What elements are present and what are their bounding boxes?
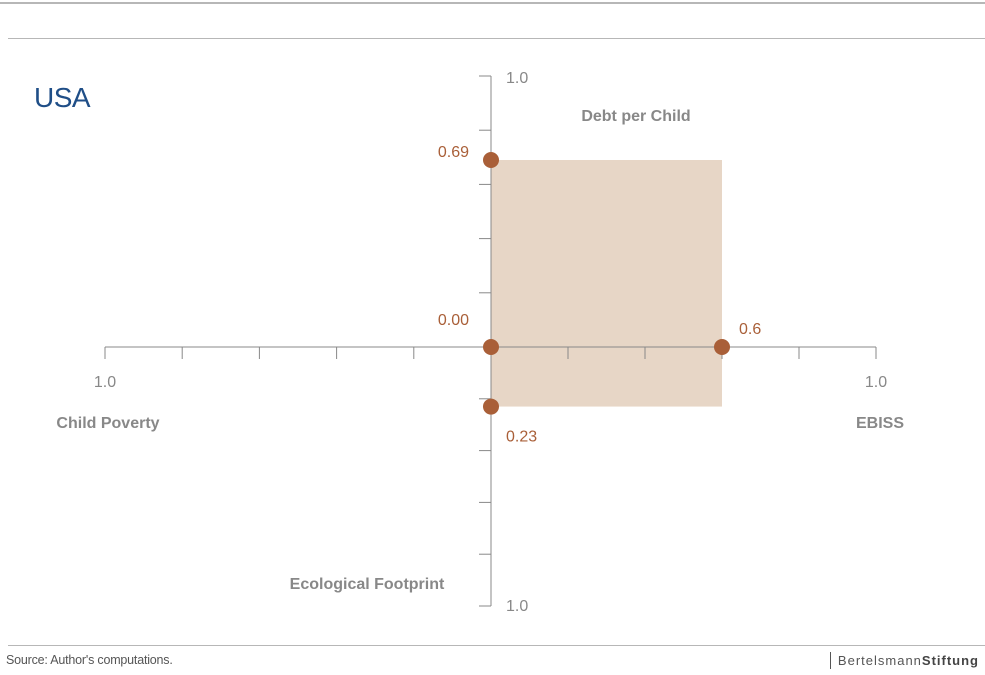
logo-part2: Stiftung — [921, 653, 979, 668]
axis-name-up: Debt per Child — [581, 108, 690, 125]
point-up — [483, 152, 499, 169]
header-rule — [8, 38, 985, 39]
value-label-left: 0.00 — [438, 312, 469, 329]
bertelsmann-logo: BertelsmannStiftung — [829, 652, 979, 669]
source-note: Source: Author's computations. — [6, 653, 173, 667]
logo-part1: Bertelsmann — [837, 653, 922, 668]
axis-name-left: Child Poverty — [56, 415, 159, 432]
axis-name-down: Ecological Footprint — [290, 576, 445, 593]
max-label-up: 1.0 — [506, 70, 528, 87]
max-label-right: 1.0 — [865, 374, 887, 391]
value-label-right: 0.6 — [739, 321, 761, 338]
point-left — [483, 339, 499, 355]
max-label-left: 1.0 — [94, 374, 116, 391]
footer-rule — [8, 645, 985, 646]
top-rule — [0, 2, 985, 4]
point-down — [483, 398, 499, 415]
axis-name-right: EBISS — [856, 415, 904, 432]
value-label-up: 0.69 — [438, 144, 469, 161]
country-title: USA — [34, 82, 91, 113]
value-area — [491, 160, 722, 407]
max-label-down: 1.0 — [506, 598, 528, 615]
point-right — [714, 339, 730, 355]
value-label-down: 0.23 — [506, 429, 537, 446]
